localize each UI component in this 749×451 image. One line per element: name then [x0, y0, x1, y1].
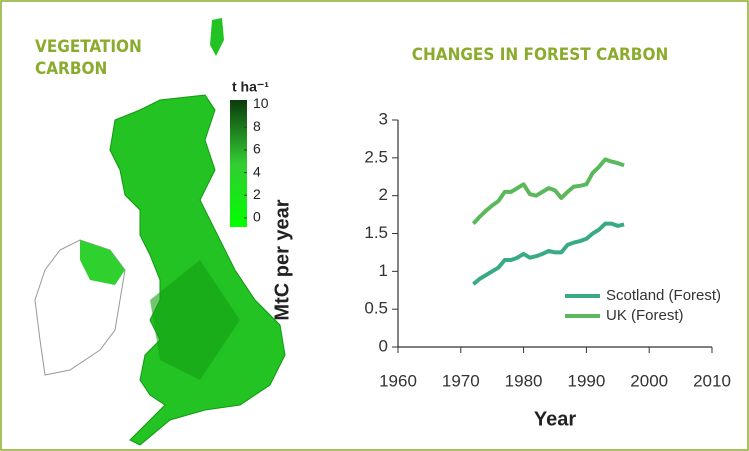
colorbar-tick-label: 4 — [253, 163, 261, 179]
legend-label: Scotland (Forest) — [606, 287, 721, 304]
colorbar-tick-label: 6 — [253, 141, 261, 157]
x-axis-label: Year — [534, 408, 576, 430]
x-tick-label: 1990 — [567, 371, 605, 390]
x-tick-label: 2000 — [630, 371, 668, 390]
y-tick-label: 2 — [379, 185, 388, 204]
y-tick-label: 1 — [379, 261, 388, 280]
colorbar — [230, 100, 247, 227]
x-tick-label: 1960 — [379, 371, 417, 390]
colorbar-tick-label: 10 — [253, 95, 269, 111]
colorbar-tick-label: 0 — [253, 209, 261, 225]
y-axis-label: MtC per year — [271, 199, 293, 320]
series-line — [473, 159, 624, 223]
chart-title: CHANGES IN FOREST CARBON — [412, 45, 669, 65]
x-tick-label: 1970 — [442, 371, 480, 390]
y-tick-label: 0 — [379, 336, 388, 355]
colorbar-label: t ha⁻¹ — [232, 79, 269, 95]
shetland — [210, 18, 224, 56]
series-line — [473, 224, 624, 285]
y-tick-label: 3 — [379, 109, 388, 128]
figure: VEGETATIONCARBON MtC per year Year CHANG… — [0, 0, 749, 451]
y-tick-label: 0.5 — [364, 299, 388, 318]
legend-label: UK (Forest) — [606, 307, 684, 324]
y-tick-label: 1.5 — [364, 223, 388, 242]
x-tick-label: 2010 — [693, 371, 731, 390]
x-tick-label: 1980 — [505, 371, 543, 390]
y-tick-label: 2.5 — [364, 147, 388, 166]
colorbar-tick-label: 8 — [253, 118, 261, 134]
colorbar-tick-label: 2 — [253, 186, 261, 202]
